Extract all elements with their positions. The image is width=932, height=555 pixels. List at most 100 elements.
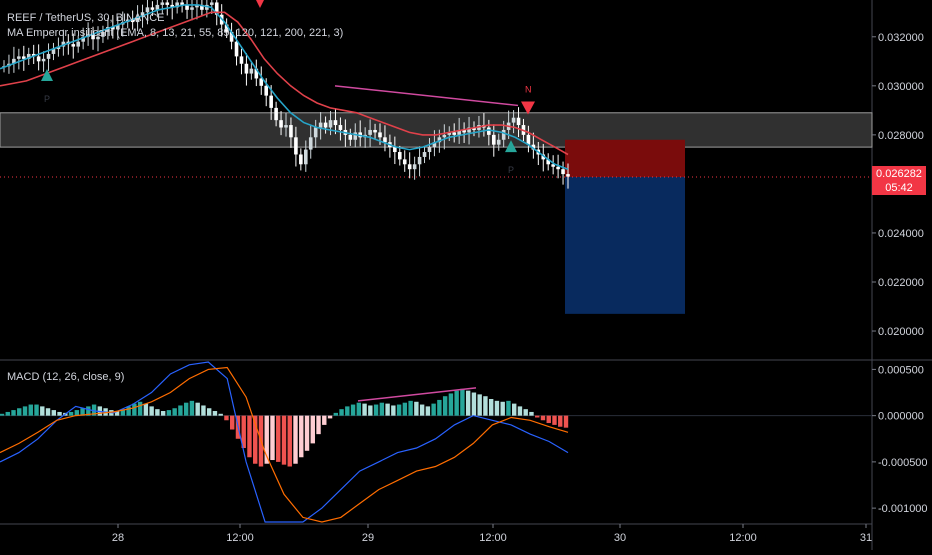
sell-signal-label: N: [525, 84, 532, 94]
macd-divergence-line: [357, 387, 477, 402]
candle-body: [150, 7, 155, 10]
candle-body: [303, 149, 308, 165]
macd-histogram-bar: [483, 396, 488, 416]
candle-body: [239, 56, 244, 64]
macd-histogram-bar: [212, 411, 218, 416]
macd-axis-label: -0.001000: [878, 503, 928, 515]
macd-histogram-bar: [11, 410, 16, 416]
candle-body: [170, 4, 175, 8]
macd-histogram-bar: [201, 405, 206, 416]
candle-body: [229, 31, 234, 42]
macd-histogram-bar: [28, 404, 33, 416]
candle-body: [26, 53, 31, 59]
candle-body: [234, 41, 239, 57]
candle-body: [467, 127, 471, 133]
macd-histogram-bar: [408, 400, 413, 416]
macd-histogram-bar: [558, 415, 563, 427]
macd-histogram-bar: [218, 413, 223, 416]
macd-histogram-bar: [356, 402, 362, 416]
macd-histogram-bar: [494, 400, 500, 416]
candle-body: [422, 152, 427, 157]
price-axis-label: 0.028000: [878, 130, 924, 142]
candle-body: [383, 137, 387, 143]
candle-body: [165, 2, 170, 5]
macd-histogram-bar: [178, 405, 183, 416]
candle-body: [462, 129, 466, 133]
macd-histogram-bar: [454, 390, 459, 416]
candle-body: [457, 129, 461, 135]
candle-body: [135, 17, 140, 23]
macd-histogram-bar: [512, 403, 517, 416]
macd-histogram-bar: [287, 415, 292, 467]
macd-histogram-bar: [448, 393, 454, 416]
macd-histogram-bar: [57, 411, 62, 416]
macd-histogram-bar: [506, 400, 511, 416]
candle-body: [407, 164, 412, 170]
macd-histogram-bar: [45, 408, 51, 416]
macd-histogram-bar: [126, 406, 131, 416]
candle-body: [402, 159, 407, 165]
candle-body: [308, 137, 313, 150]
macd-histogram-bar: [68, 411, 74, 416]
candle-body: [254, 68, 259, 79]
macd-histogram-bar: [160, 411, 166, 416]
candle-body: [51, 49, 56, 54]
candle-body: [442, 134, 447, 138]
symbol-legend: REEF / TetherUS, 30, BINANCE: [7, 12, 165, 24]
candle-body: [140, 12, 145, 18]
macd-histogram-bar: [299, 415, 304, 458]
candle-body: [323, 122, 328, 128]
macd-histogram-bar: [442, 396, 448, 416]
candle-body: [81, 36, 85, 42]
macd-histogram-bar: [477, 394, 482, 416]
macd-histogram-bar: [51, 410, 56, 416]
candle-body: [31, 53, 36, 57]
macd-axis-label: -0.000500: [878, 457, 928, 469]
macd-histogram-bar: [385, 403, 390, 416]
candle-body: [101, 31, 105, 37]
candle-body: [289, 125, 293, 138]
candle-body: [130, 19, 135, 23]
candle-body: [224, 24, 229, 32]
candle-body: [373, 129, 377, 133]
macd-histogram-bar: [264, 415, 269, 464]
macd-histogram-bar: [183, 402, 189, 416]
price-axis-label: 0.024000: [878, 228, 924, 240]
candle-body: [417, 156, 422, 165]
candle-body: [155, 4, 160, 10]
macd-histogram-bar: [500, 401, 505, 416]
macd-histogram-bar: [137, 401, 143, 416]
macd-histogram-bar: [368, 405, 373, 416]
macd-histogram-bar: [327, 415, 333, 419]
macd-histogram-bar: [132, 403, 137, 416]
candle-body: [318, 122, 323, 128]
macd-histogram-bar: [425, 406, 431, 416]
candle-body: [259, 78, 264, 86]
candle-body: [531, 144, 536, 150]
macd-histogram-bar: [339, 409, 344, 416]
candle-body: [541, 154, 546, 160]
signal-line: [0, 366, 569, 523]
candle-body: [516, 117, 521, 126]
macd-histogram-bar: [517, 406, 523, 416]
sell-signal-arrow: [256, 0, 264, 8]
candle-body: [115, 24, 120, 30]
macd-histogram-bar: [535, 415, 540, 418]
macd-histogram-bar: [419, 404, 425, 416]
candle-body: [378, 132, 382, 138]
candle-body: [397, 152, 402, 160]
candle-body: [328, 120, 333, 128]
macd-histogram-bar: [293, 415, 298, 464]
ema-slow-line: [0, 11, 569, 156]
candle-body: [12, 58, 16, 64]
macd-histogram-bar: [224, 415, 229, 421]
time-axis-label: 12:00: [729, 532, 757, 544]
candle-body: [561, 169, 565, 175]
current-price-tag: 0.026282 05:42: [872, 166, 926, 195]
time-axis-label: 12:00: [479, 532, 507, 544]
buy-signal-label: P: [508, 165, 514, 175]
macd-histogram-bar: [172, 408, 177, 416]
candle-body: [71, 44, 76, 47]
